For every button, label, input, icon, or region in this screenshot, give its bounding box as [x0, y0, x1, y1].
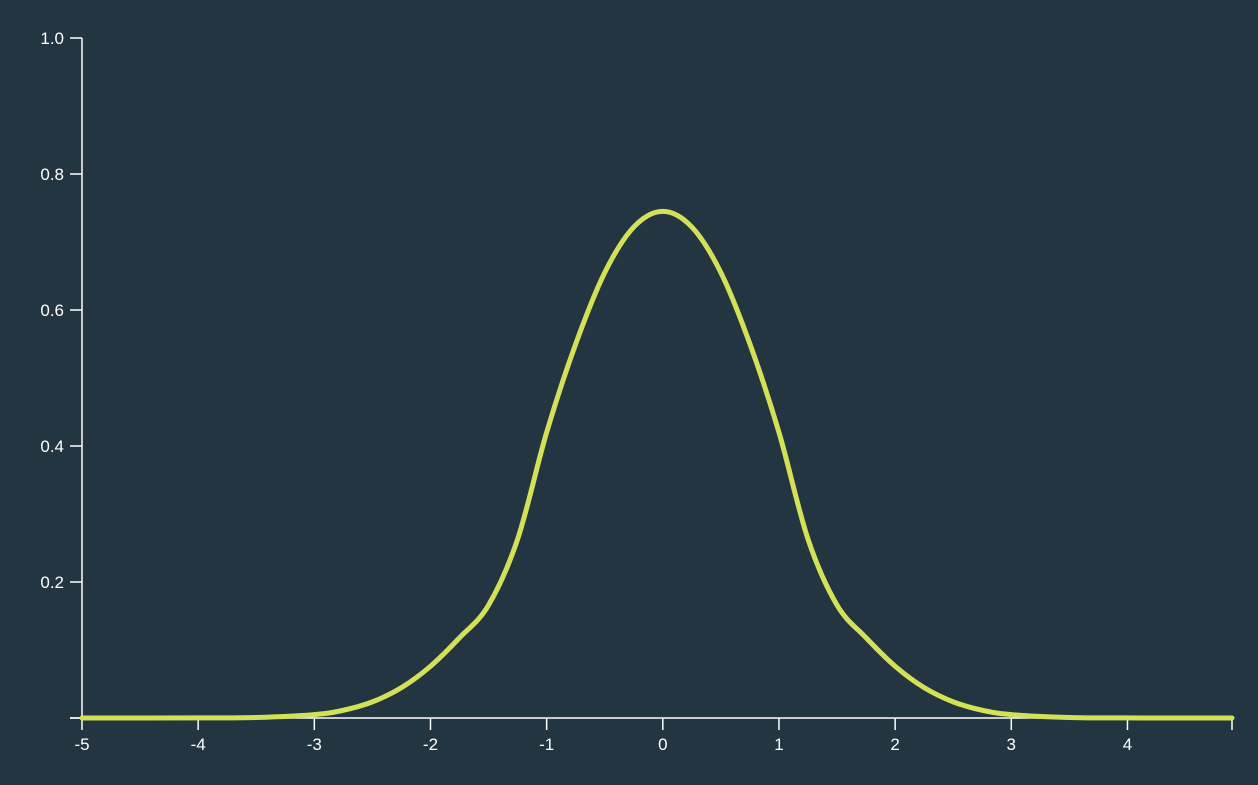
x-axis: -5 -4 -3 -2 -1 0 1 2 3 4 [70, 717, 1233, 754]
x-tick-label: 2 [890, 735, 899, 754]
x-tick-label: -5 [74, 735, 89, 754]
series-line [79, 208, 1235, 721]
y-axis: 0.2 0.4 0.6 0.8 1.0 [40, 29, 83, 719]
x-tick-label: 1 [774, 735, 783, 754]
x-tick-label: -4 [191, 735, 206, 754]
y-tick-label: 0.6 [40, 301, 64, 320]
x-tick-label: -2 [423, 735, 438, 754]
x-tick-label: 0 [658, 735, 667, 754]
x-tick-label: 3 [1007, 735, 1016, 754]
y-tick-label: 0.8 [40, 165, 64, 184]
plot-area [79, 208, 1235, 721]
x-tick-label: -1 [539, 735, 554, 754]
y-tick-label: 0.4 [40, 437, 64, 456]
x-tick-label: 4 [1123, 735, 1132, 754]
y-tick-label: 1.0 [40, 29, 64, 48]
y-tick-label: 0.2 [40, 573, 64, 592]
x-tick-label: -3 [307, 735, 322, 754]
